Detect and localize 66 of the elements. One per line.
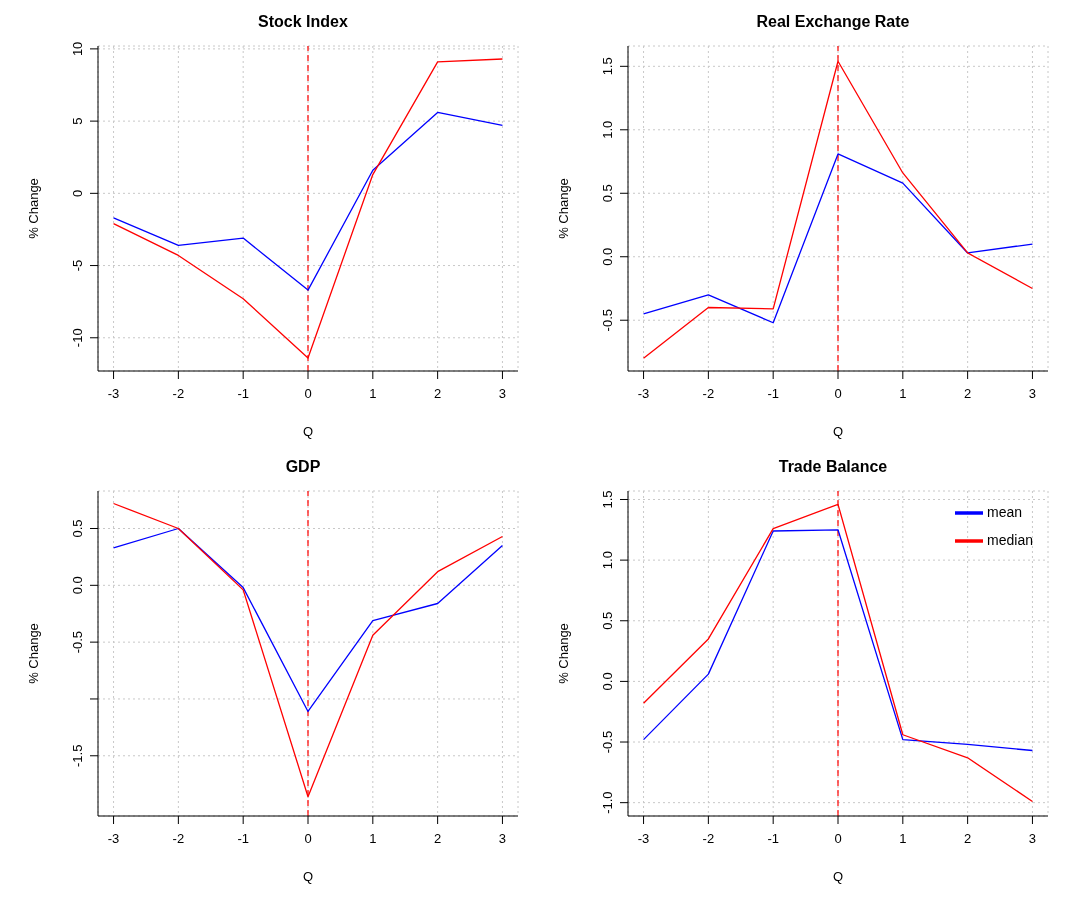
y-tick-label: 0.0 (70, 576, 85, 595)
y-tick-label: 5 (70, 117, 85, 125)
x-tick-label: 3 (1028, 386, 1037, 402)
x-tick-label: -1 (237, 386, 249, 402)
y-tick-label: -1.5 (70, 744, 85, 767)
y-axis-title: % Change (25, 623, 41, 684)
chart-title: Stock Index (257, 12, 349, 32)
x-tick-label: -1 (767, 386, 779, 402)
y-tick-label: 1.5 (600, 57, 615, 76)
y-tick-label: -10 (70, 328, 85, 348)
y-axis-title: % Change (555, 623, 571, 684)
y-tick-label: 0.0 (600, 247, 615, 266)
x-axis-title: Q (302, 424, 314, 439)
x-tick-label: -1 (767, 831, 779, 847)
x-tick-label: 2 (964, 386, 972, 402)
chart-title: Trade Balance (777, 457, 889, 477)
y-tick-label: -0.5 (600, 730, 615, 754)
y-tick-label: 1.0 (600, 120, 615, 139)
line-series (642, 529, 1034, 752)
x-tick-label: 1 (369, 831, 377, 847)
x-tick-label: 1 (899, 831, 907, 847)
legend-label: median (987, 531, 1033, 548)
line-series (642, 153, 1034, 324)
y-tick-label: 0.0 (600, 672, 615, 691)
x-tick-label: -1 (237, 831, 249, 847)
x-axis-title: Q (832, 424, 844, 439)
y-tick-label: -5 (70, 259, 85, 272)
y-axis-title: % Change (25, 178, 41, 239)
y-tick-label: 1.0 (600, 551, 615, 570)
x-tick-label: -3 (637, 831, 650, 847)
x-tick-label: 0 (304, 831, 312, 847)
y-tick-label: 1.5 (600, 490, 615, 509)
y-tick-label: -0.5 (600, 309, 615, 332)
x-axis-title: Q (302, 869, 314, 884)
x-tick-label: 2 (434, 831, 442, 847)
legend-label: mean (987, 503, 1023, 520)
x-tick-label: 1 (899, 386, 907, 402)
x-tick-label: 2 (434, 386, 442, 402)
x-tick-label: -3 (107, 386, 120, 402)
y-tick-label: -0.5 (70, 630, 85, 654)
y-axis-title: % Change (555, 178, 571, 239)
line-series (112, 111, 504, 291)
x-tick-label: -2 (172, 831, 185, 847)
x-tick-label: -2 (702, 386, 715, 402)
x-tick-label: 1 (369, 386, 377, 402)
x-tick-label: 0 (304, 386, 312, 402)
x-tick-label: -3 (107, 831, 120, 847)
x-tick-label: 3 (498, 386, 507, 402)
x-tick-label: -2 (172, 386, 185, 402)
x-tick-label: 0 (834, 386, 842, 402)
chart-title: GDP (284, 457, 322, 477)
y-tick-label: 10 (70, 41, 85, 57)
x-axis-title: Q (832, 869, 844, 884)
x-tick-label: 0 (834, 831, 842, 847)
chart-title: Real Exchange Rate (755, 12, 911, 32)
x-tick-label: -2 (702, 831, 715, 847)
y-tick-label: 0.5 (600, 611, 615, 630)
line-series (112, 527, 504, 713)
y-tick-label: 0.5 (70, 519, 85, 538)
y-tick-label: 0 (70, 189, 85, 197)
x-tick-label: 3 (1028, 831, 1037, 847)
x-tick-label: 3 (498, 831, 507, 847)
y-tick-label: 0.5 (600, 184, 615, 203)
x-tick-label: 2 (964, 831, 972, 847)
y-tick-label: -1.0 (600, 791, 615, 814)
x-tick-label: -3 (637, 386, 650, 402)
